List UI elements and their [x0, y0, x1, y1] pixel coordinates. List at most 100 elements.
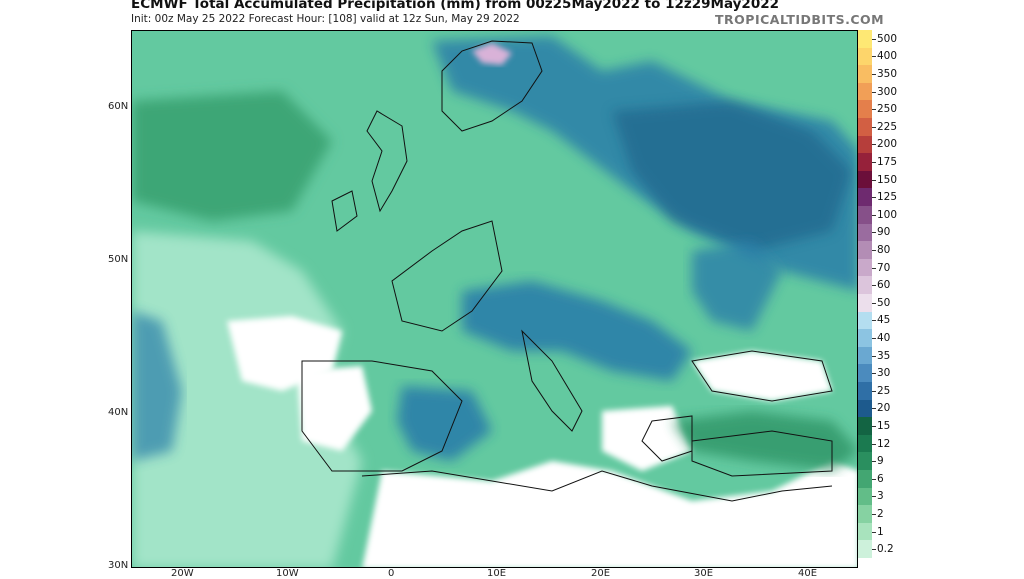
norway-pink-patch: [472, 43, 512, 65]
colorbar-segment: [858, 329, 872, 348]
colorbar-tick: [872, 74, 876, 75]
colorbar-level-label: 20: [877, 402, 891, 415]
colorbar-level-label: 175: [877, 156, 898, 168]
colorbar-tick: [872, 56, 876, 58]
colorbar-tick: [872, 250, 876, 251]
colorbar-tick: [872, 461, 876, 463]
colorbar-segment: [858, 434, 872, 453]
map-title: ECMWF Total Accumulated Precipitation (m…: [131, 0, 780, 12]
colorbar-tick: [872, 443, 876, 445]
colorbar-segment: [858, 346, 872, 365]
lat-label-40n: 40N: [108, 407, 129, 418]
colorbar-level-label: 80: [877, 244, 891, 256]
colorbar-segment: [858, 170, 872, 189]
lon-label-0: 0: [388, 568, 395, 579]
lon-label-10w: 10W: [276, 568, 299, 579]
colorbar-level-label: 12: [877, 437, 891, 450]
colorbar-tick: [872, 126, 876, 128]
colorbar-level-label: 40: [877, 332, 891, 344]
colorbar-tick: [872, 197, 876, 199]
colorbar-tick: [872, 320, 876, 322]
colorbar-segment: [858, 311, 872, 330]
colorbar-level-label: 90: [877, 226, 891, 239]
coastlines: [301, 40, 833, 502]
colorbar-segment: [858, 294, 872, 313]
colorbar-level-label: 350: [877, 68, 898, 80]
alps-balkans-blue: [462, 281, 692, 381]
lon-label-10e: 10E: [487, 568, 507, 579]
carpathian-blue: [692, 241, 782, 331]
colorbar-tick: [872, 514, 876, 515]
colorbar-segment: [858, 452, 872, 471]
colorbar-segment: [858, 30, 872, 49]
colorbar-tick: [872, 38, 876, 40]
colorbar-level-label: 500: [877, 32, 898, 45]
anatolia-green: [672, 411, 857, 471]
colorbar-tick: [872, 549, 876, 551]
map-subtitle: Init: 00z May 25 2022 Forecast Hour: [10…: [131, 13, 520, 25]
colorbar-level-label: 0.2: [877, 543, 894, 556]
russia-deep-blue: [612, 101, 852, 251]
colorbar-level-label: 300: [877, 85, 898, 98]
colorbar-level-label: 100: [877, 208, 898, 221]
sahara-dry-zone: [362, 461, 857, 567]
map-canvas: [132, 31, 857, 567]
colorbar-segment: [858, 276, 872, 295]
colorbar-tick: [872, 109, 876, 111]
colorbar-level-label: 3: [877, 490, 884, 503]
colorbar-level-label: 400: [877, 50, 898, 63]
colorbar-tick: [872, 478, 876, 480]
iberia-blue: [397, 386, 492, 461]
colorbar-level-label: 9: [877, 455, 884, 468]
precipitation-map: [131, 30, 858, 568]
colorbar-segment: [858, 417, 872, 436]
colorbar-level-label: 150: [877, 173, 898, 186]
colorbar-segment: [858, 505, 872, 524]
colorbar-segment: [858, 364, 872, 383]
lat-label-30n: 30N: [108, 560, 129, 571]
colorbar-level-label: 15: [877, 420, 891, 432]
colorbar-level-label: 35: [877, 349, 891, 362]
colorbar-segment: [858, 258, 872, 277]
colorbar-segment: [858, 188, 872, 207]
atlantic-blue-strip: [132, 311, 182, 461]
colorbar-segment: [858, 135, 872, 154]
colorbar-segment: [858, 65, 872, 84]
colorbar-tick: [872, 338, 876, 339]
colorbar-tick: [872, 408, 876, 410]
colorbar-segment: [858, 487, 872, 506]
colorbar-tick: [872, 355, 876, 357]
colorbar-segment: [858, 470, 872, 489]
colorbar-tick: [872, 162, 876, 163]
colorbar-segment: [858, 153, 872, 172]
colorbar-tick: [872, 232, 876, 234]
colorbar-segment: [858, 118, 872, 137]
lat-label-60n: 60N: [108, 101, 129, 112]
colorbar-segment: [858, 241, 872, 260]
aegean-dry-zone: [602, 406, 692, 471]
colorbar-tick: [872, 426, 876, 427]
colorbar-segment: [858, 382, 872, 401]
colorbar-tick: [872, 285, 876, 287]
colorbar-tick: [872, 496, 876, 498]
colorbar-tick: [872, 531, 876, 533]
colorbar-level-label: 250: [877, 103, 898, 116]
atlantic-dark-band: [132, 91, 332, 221]
colorbar-segment: [858, 47, 872, 66]
colorbar-level-label: 30: [877, 367, 891, 380]
colorbar-tick: [872, 144, 876, 146]
site-brand[interactable]: TROPICALTIDBITS.COM: [715, 12, 885, 27]
colorbar-level-label: 70: [877, 261, 891, 274]
colorbar-segment: [858, 206, 872, 225]
colorbar-level-label: 50: [877, 296, 891, 309]
colorbar-level-label: 1: [877, 525, 884, 538]
lon-label-40e: 40E: [798, 568, 818, 579]
lon-label-20e: 20E: [591, 568, 611, 579]
colorbar-tick: [872, 179, 876, 181]
portugal-dry-zone: [297, 366, 372, 451]
colorbar-level-label: 60: [877, 279, 891, 292]
lat-label-50n: 50N: [108, 254, 129, 265]
colorbar-segment: [858, 82, 872, 101]
colorbar-level-label: 225: [877, 120, 898, 133]
colorbar-tick: [872, 214, 876, 216]
